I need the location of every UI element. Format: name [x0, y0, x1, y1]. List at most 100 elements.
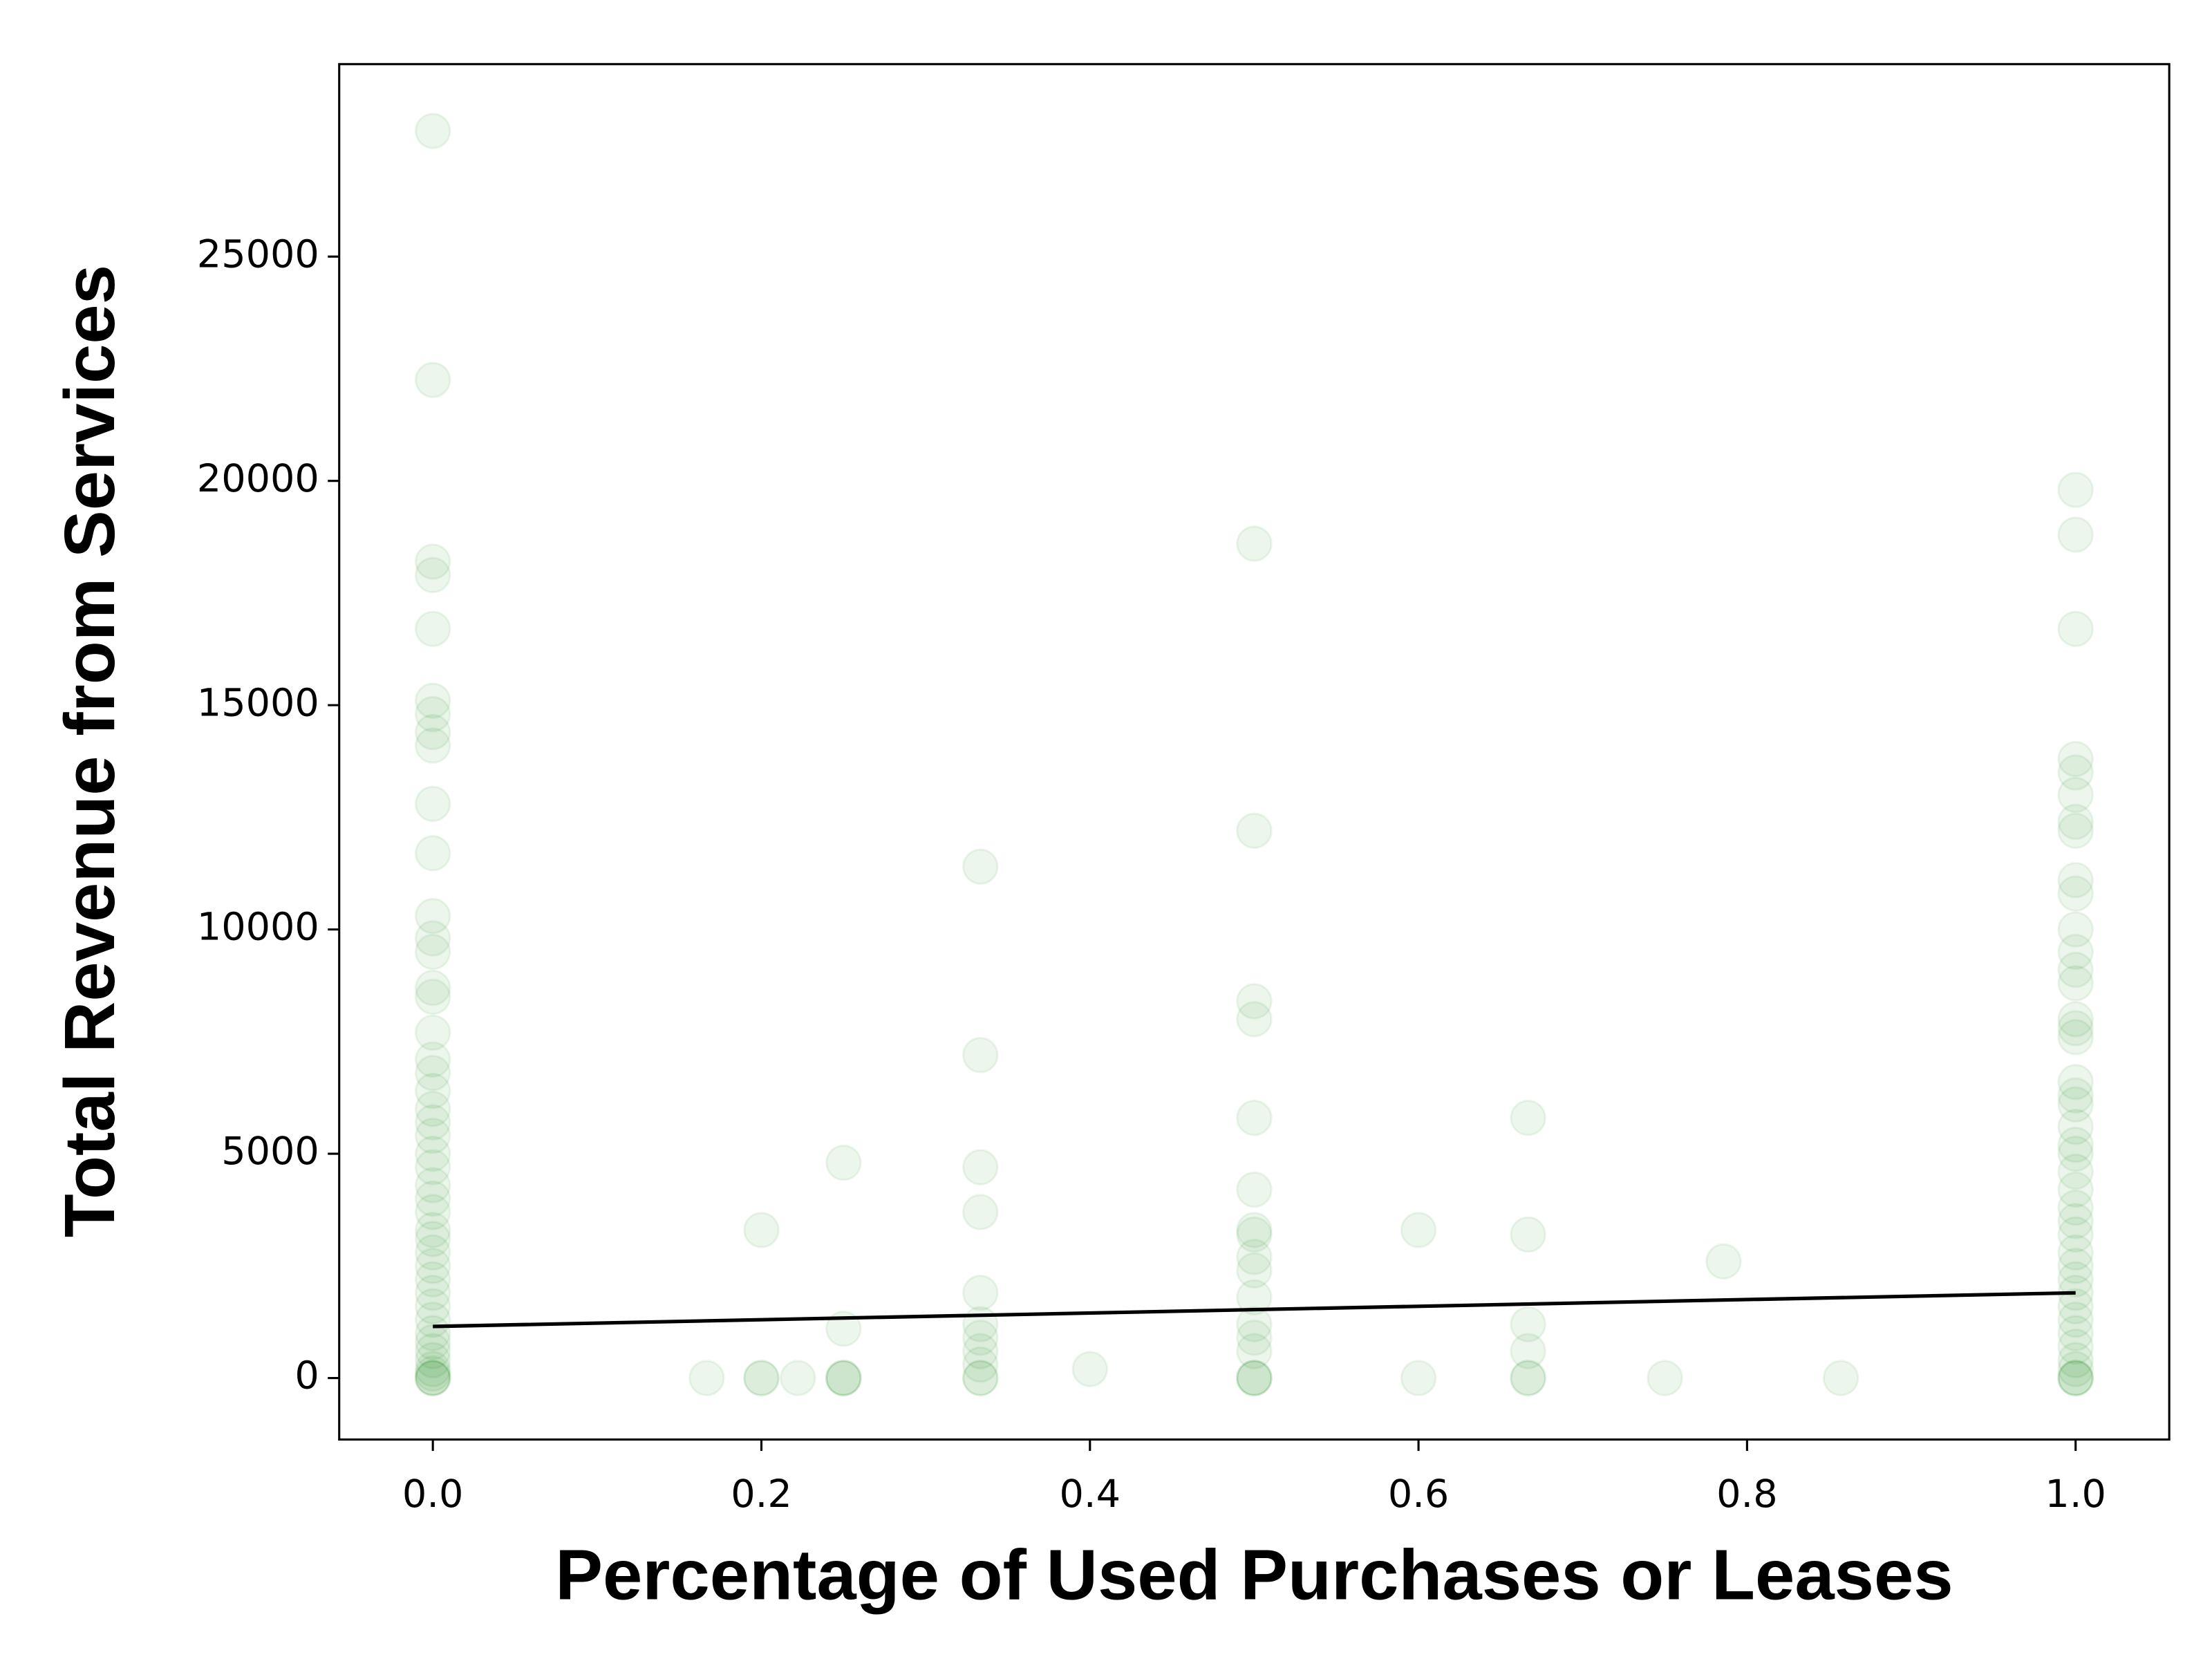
scatter-point [1236, 1171, 1273, 1208]
scatter-point [1236, 1216, 1273, 1253]
scatter-point [414, 1212, 451, 1248]
scatter-point [1647, 1360, 1683, 1396]
scatter-point [2057, 1203, 2094, 1239]
scatter-point [962, 1194, 999, 1230]
scatter-point [414, 1072, 451, 1109]
scatter-point [2057, 1171, 2094, 1208]
scatter-point [414, 1342, 451, 1378]
y-tick-label: 25000 [197, 232, 319, 276]
scatter-point [743, 1360, 780, 1396]
scatter-point [962, 1346, 999, 1383]
scatter-point [414, 610, 451, 648]
scatter-point [688, 1360, 725, 1396]
scatter-point [1236, 1306, 1273, 1342]
scatter-point [2057, 1351, 2094, 1387]
scatter-point [414, 1090, 451, 1127]
scatter-point [414, 1149, 451, 1185]
scatter-point [414, 1167, 451, 1203]
scatter-point [1071, 1351, 1109, 1387]
scatter-point [2057, 1010, 2094, 1047]
scatter-point [1236, 812, 1273, 850]
y-tick-label: 15000 [197, 680, 319, 725]
scatter-point [414, 1104, 451, 1141]
scatter-point [414, 1360, 451, 1396]
scatter-point [2057, 1108, 2094, 1145]
scatter-point [2057, 803, 2094, 841]
scatter-point [414, 1194, 451, 1230]
scatter-point [414, 978, 451, 1015]
scatter-point [1236, 1252, 1273, 1289]
scatter-point [2057, 933, 2094, 971]
scatter-point [2057, 1189, 2094, 1226]
scatter-point [1705, 1243, 1742, 1280]
x-tick-label: 1.0 [2045, 1472, 2106, 1517]
scatter-point [2057, 740, 2094, 778]
scatter-point [962, 1149, 999, 1185]
scatter-point [2057, 610, 2094, 648]
scatter-point [414, 113, 451, 149]
scatter-point [2057, 1261, 2094, 1298]
x-tick-label: 0.6 [1388, 1472, 1450, 1517]
scatter-point [2057, 1360, 2094, 1396]
scatter-point [1236, 1319, 1273, 1356]
scatter-point [825, 1360, 862, 1396]
scatter-point [414, 1041, 451, 1078]
scatter-point [414, 835, 451, 872]
scatter-point [414, 920, 451, 957]
scatter-point [414, 362, 451, 398]
scatter-point [414, 543, 451, 580]
scatter-point [414, 1351, 451, 1387]
scatter-point [1510, 1099, 1546, 1136]
scatter-point [825, 1360, 862, 1396]
scatter-point [1236, 1279, 1273, 1316]
scatter-point [414, 682, 451, 719]
scatter-point [2057, 1234, 2094, 1271]
y-tick-label: 5000 [221, 1129, 319, 1174]
x-tick-label: 0.2 [731, 1472, 792, 1517]
scatter-point [414, 933, 451, 971]
scatter-point [2057, 1328, 2094, 1365]
scatter-point [2057, 1342, 2094, 1378]
y-tick-label: 0 [294, 1353, 319, 1398]
scatter-point [414, 1261, 451, 1298]
scatter-point [2057, 1086, 2094, 1123]
scatter-point [1236, 1360, 1273, 1396]
scatter-point [414, 785, 451, 823]
scatter-point [414, 1360, 451, 1396]
scatter-point [1236, 1333, 1273, 1369]
scatter-point [1510, 1333, 1546, 1369]
scatter-point [1400, 1212, 1437, 1248]
scatter-point [2057, 1077, 2094, 1114]
scatter-point [1236, 525, 1273, 562]
scatter-point [1822, 1360, 1859, 1396]
scatter-point [2057, 861, 2094, 899]
scatter-point [414, 695, 451, 733]
scatter-point [962, 848, 999, 885]
scatter-point [1236, 1001, 1273, 1038]
scatter-point [414, 969, 451, 1006]
scatter-point [2057, 1135, 2094, 1172]
scatter-point [414, 1135, 451, 1172]
scatter-point [414, 1054, 451, 1091]
scatter-point [2057, 812, 2094, 850]
scatter-point [962, 1360, 999, 1396]
scatter-point [2057, 1288, 2094, 1325]
scatter-point [2057, 1153, 2094, 1190]
scatter-point [2057, 1315, 2094, 1351]
scatter-point [825, 1360, 862, 1396]
scatter-point [2057, 911, 2094, 948]
scatter-point [2057, 754, 2094, 791]
scatter-point [414, 1014, 451, 1051]
scatter-point [2057, 1360, 2094, 1396]
scatter-point [743, 1360, 780, 1396]
scatter-point [414, 1117, 451, 1154]
scatter-point [414, 727, 451, 764]
x-tick-label: 0.4 [1060, 1472, 1121, 1517]
scatter-point [414, 897, 451, 935]
scatter-point [1236, 1239, 1273, 1275]
scatter-point [2057, 1216, 2094, 1253]
scatter-point [1510, 1360, 1546, 1396]
trend-line [433, 1291, 2076, 1329]
scatter-point [962, 1360, 999, 1396]
scatter-point [414, 556, 451, 594]
